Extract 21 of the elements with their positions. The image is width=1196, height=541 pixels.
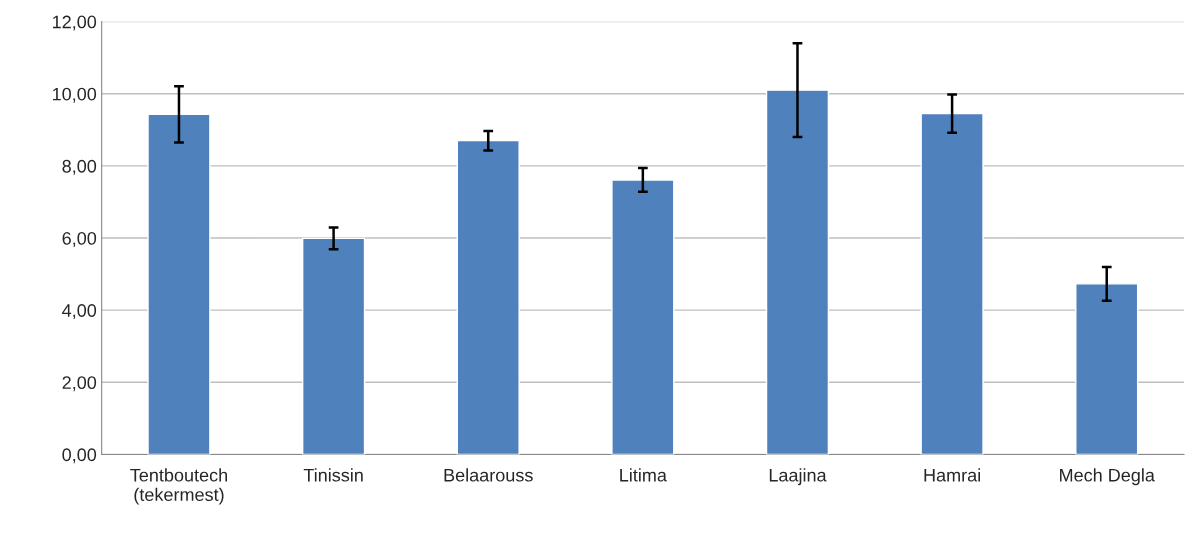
bar xyxy=(765,89,830,455)
x-tick-label: Tinissin xyxy=(303,468,363,482)
x-tick-label: Mech Degla xyxy=(1060,468,1155,486)
y-tick-label: 6,00 xyxy=(62,231,97,247)
bar xyxy=(920,112,984,455)
x-tick-label: Hamrai xyxy=(924,468,980,482)
bar xyxy=(147,113,211,455)
x-tick-label: Laajina xyxy=(769,468,827,486)
y-tick-label: 4,00 xyxy=(62,304,97,320)
x-tick-label: Litima xyxy=(620,468,667,482)
y-tick-label: 2,00 xyxy=(62,376,97,392)
x-tick-label: Tentboutech (tekermest) xyxy=(130,468,227,505)
bar xyxy=(611,179,675,455)
y-tick-label: 12,00 xyxy=(53,15,97,31)
bar xyxy=(301,237,366,455)
bar xyxy=(456,139,520,455)
y-tick-label: 0,00 xyxy=(62,448,97,464)
bar xyxy=(1075,283,1139,455)
x-tick-label: Belaarouss xyxy=(444,468,533,482)
y-tick-label: 8,00 xyxy=(62,159,97,175)
y-tick-label: 10,00 xyxy=(53,87,97,103)
